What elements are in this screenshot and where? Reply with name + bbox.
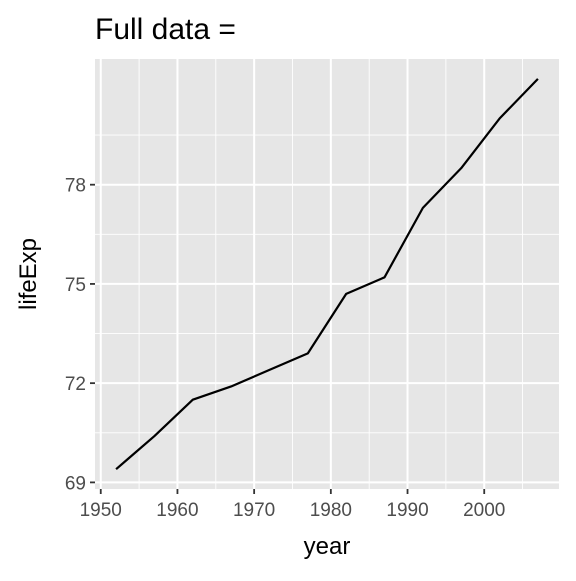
x-tick-label: 1960 [156,500,198,521]
series-line [115,78,539,470]
x-tick-label: 1990 [386,500,428,521]
series-layer [115,78,539,470]
chart-title: Full data = [95,13,236,46]
y-axis: 69 72 75 78 [65,176,95,494]
y-tick-label: 78 [65,176,86,197]
y-tick-label: 75 [65,275,86,296]
x-tick-label: 1980 [310,500,352,521]
major-gridlines [95,59,559,489]
x-axis: 1950 1960 1970 1980 1990 2000 [80,489,505,521]
plot-panel [95,59,559,489]
minor-gridlines [95,59,559,489]
x-tick-label: 1970 [233,500,275,521]
y-axis-title: lifeExp [15,238,42,310]
x-tick-label: 1950 [80,500,122,521]
y-tick-label: 69 [65,473,86,494]
x-tick-label: 2000 [463,500,505,521]
x-axis-title: year [304,533,351,560]
y-tick-label: 72 [65,374,86,395]
